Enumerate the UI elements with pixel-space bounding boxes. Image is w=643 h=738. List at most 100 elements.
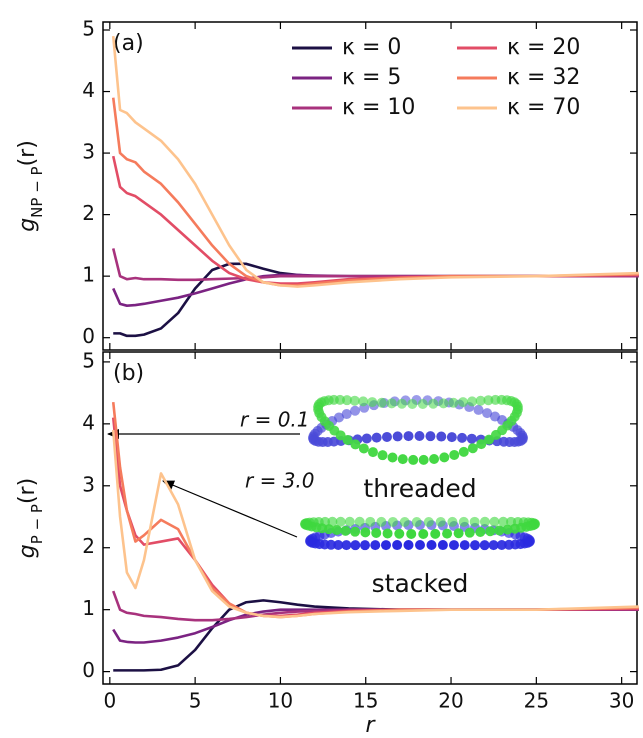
bead (376, 516, 387, 527)
plot-frame (102, 21, 638, 351)
x-tick-label: 25 (524, 689, 549, 713)
bead (418, 528, 429, 539)
legend-label: κ = 20 (507, 35, 580, 60)
annotation: r = 3.0 (245, 469, 315, 493)
y-tick-label: 4 (82, 410, 95, 434)
bead (458, 516, 469, 527)
bead (354, 516, 365, 527)
polymer-illustrations (300, 394, 540, 551)
y-label-part: g (15, 544, 40, 558)
bead (406, 528, 417, 539)
y-tick-label: 2 (82, 534, 95, 558)
bead (459, 540, 470, 551)
bead (331, 525, 342, 536)
bead (479, 540, 490, 551)
bead (376, 397, 387, 408)
bead (458, 446, 469, 457)
annotation: threaded (363, 474, 476, 503)
y-label-part: (r) (15, 478, 40, 504)
bead (350, 439, 361, 450)
bead (423, 516, 434, 527)
bead (503, 539, 514, 550)
bead (358, 396, 369, 407)
legend-label: κ = 70 (507, 95, 580, 120)
bead (475, 395, 486, 406)
bead (397, 454, 408, 465)
x-tick-label: 30 (609, 689, 634, 713)
bead (350, 540, 361, 551)
bead (344, 516, 355, 527)
bead (392, 540, 403, 551)
bead (470, 540, 480, 551)
bead (466, 433, 477, 444)
bead (428, 398, 439, 409)
bead (467, 443, 478, 454)
bead (386, 398, 397, 409)
y-axis-label: gNP − P(r) (15, 140, 46, 232)
bead (342, 434, 353, 445)
y-label-part: g (15, 218, 40, 232)
bead (417, 398, 428, 409)
bead (333, 412, 344, 423)
bead (371, 527, 382, 538)
bead (438, 398, 449, 409)
bead (341, 409, 352, 420)
y-label-part: P − P (28, 504, 46, 544)
bead (361, 433, 372, 444)
y-tick-label: 1 (82, 596, 95, 620)
bead (418, 454, 429, 465)
bead (524, 534, 535, 545)
bead (479, 516, 490, 527)
bead (349, 395, 360, 406)
legend-label: κ = 0 (342, 35, 401, 60)
panel-label: (a) (113, 31, 144, 56)
y-tick-label: 5 (82, 348, 95, 372)
bead (473, 404, 484, 415)
bead (382, 528, 393, 539)
bead (483, 395, 494, 406)
bead (502, 524, 513, 535)
bead (407, 398, 418, 409)
bead (429, 454, 440, 465)
data-line (111, 36, 639, 288)
bead (335, 516, 346, 527)
bead (340, 525, 351, 536)
bead (333, 540, 344, 551)
bead (327, 516, 338, 527)
y-tick-label: 5 (82, 17, 95, 41)
legend-label: κ = 5 (342, 65, 401, 90)
panel-label: (b) (113, 361, 144, 386)
bead (467, 396, 478, 407)
bead (360, 527, 371, 538)
bead (449, 449, 460, 460)
bead (475, 527, 486, 538)
bead (408, 454, 419, 465)
bead (365, 516, 376, 527)
bead (485, 526, 496, 537)
bead (482, 408, 493, 419)
data-line (111, 429, 639, 619)
bead (488, 540, 499, 551)
annotation: stacked (372, 569, 469, 598)
bead (411, 516, 422, 527)
bead (437, 540, 448, 551)
bead (320, 516, 331, 527)
bead (360, 540, 370, 551)
y-axis-label: gP − P(r) (15, 478, 46, 558)
y-tick-label: 0 (82, 324, 95, 348)
bead (387, 516, 398, 527)
bead (350, 526, 361, 537)
bead (442, 528, 453, 539)
legend-label: κ = 10 (342, 95, 415, 120)
bead (403, 540, 414, 551)
bead (516, 522, 527, 533)
arrow (162, 480, 298, 538)
bead (448, 540, 459, 551)
bead (367, 397, 378, 408)
data-line (112, 608, 639, 644)
x-tick-label: 0 (103, 689, 116, 713)
bead (476, 439, 487, 450)
bead (436, 431, 447, 442)
bead (381, 431, 392, 442)
